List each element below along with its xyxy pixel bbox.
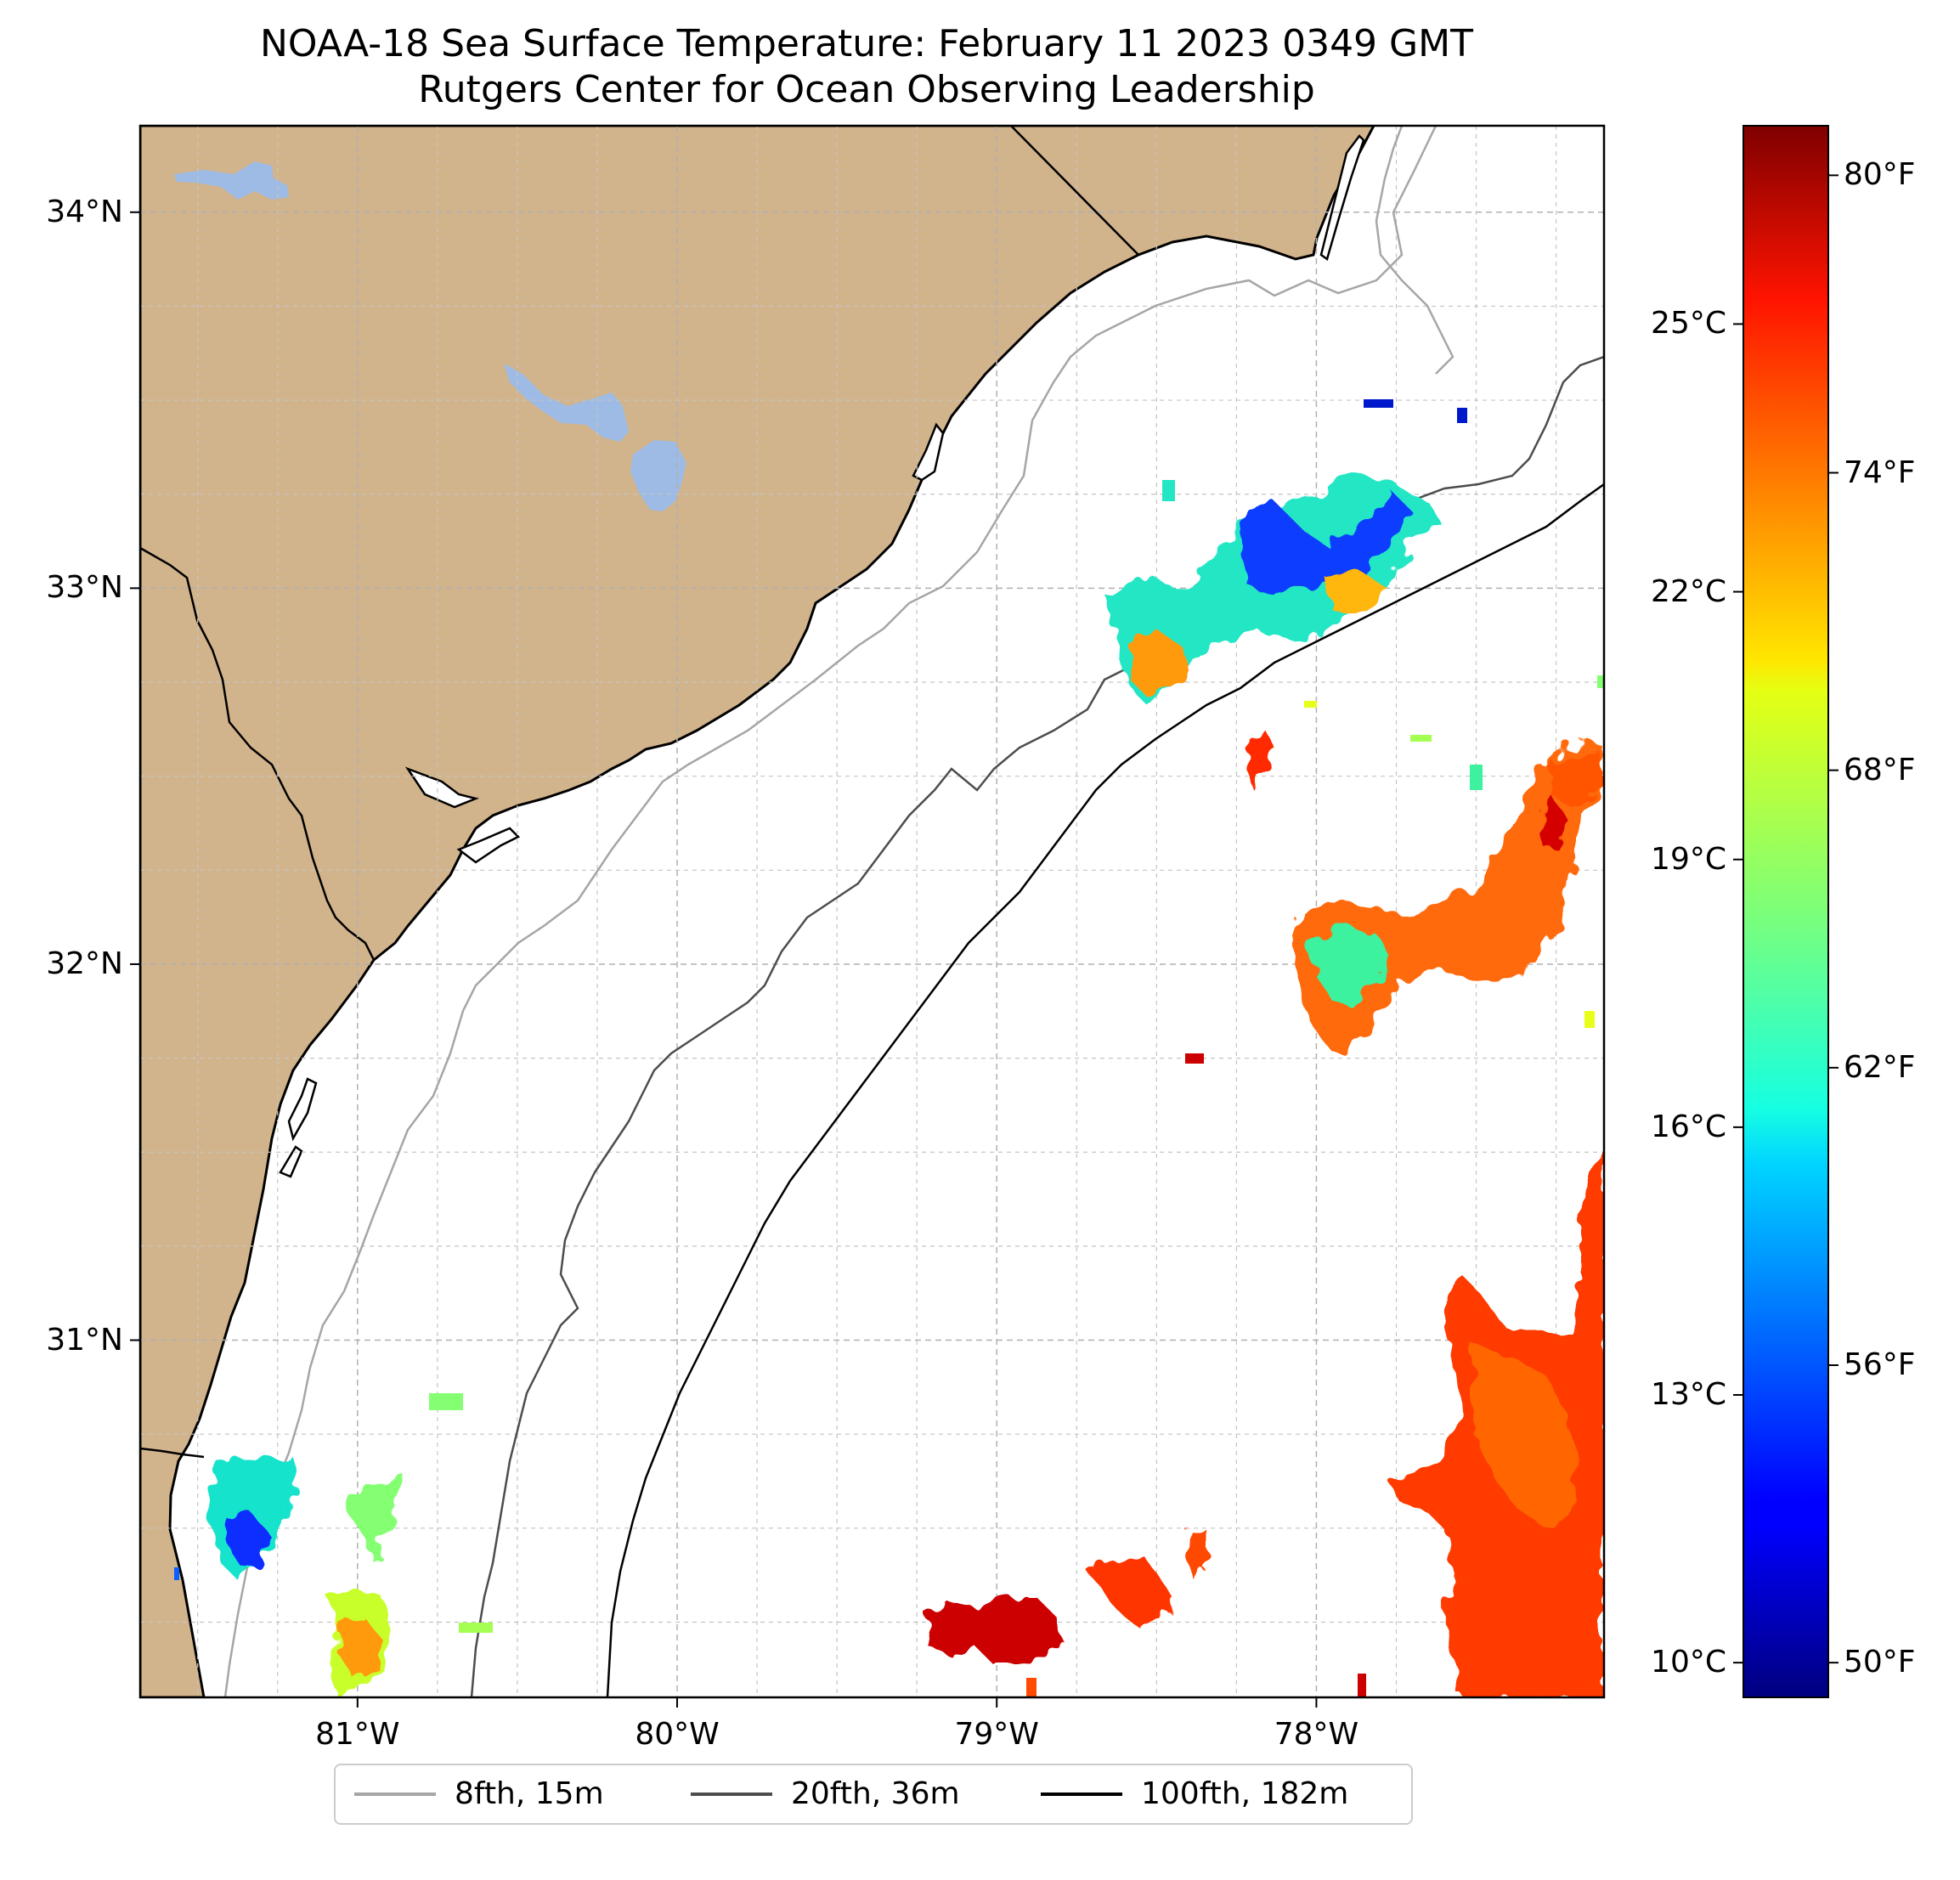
lat-tick-label: 31°N: [46, 1322, 123, 1358]
sst-pixel: [174, 1567, 179, 1580]
sst-pixel: [1410, 735, 1432, 742]
lon-tick-label: 81°W: [315, 1717, 400, 1752]
sst-patch-east-upper: [1546, 748, 1604, 807]
coastal-inlet: [1319, 134, 1365, 262]
legend-label-8fth: 8fth, 15m: [455, 1776, 604, 1811]
sst-pixel: [429, 1393, 463, 1410]
lat-tick-label: 33°N: [46, 570, 123, 606]
colorbar-c-label: 13°C: [1651, 1377, 1726, 1412]
colorbar-c-label: 22°C: [1651, 573, 1726, 609]
sst-patch-offshore-mid: [1247, 731, 1274, 790]
colorbar-c-label: 10°C: [1651, 1645, 1726, 1680]
sst-pixel: [1358, 1674, 1366, 1697]
sst-pixel: [459, 1623, 493, 1633]
lon-tick-label: 80°W: [635, 1717, 720, 1752]
legend-label-100fth: 100fth, 182m: [1141, 1776, 1349, 1811]
colorbar-f-label: 80°F: [1844, 157, 1916, 193]
sst-pixel: [1304, 701, 1317, 708]
sst-patch-nearshore-north-orange2: [1325, 569, 1385, 612]
state-border-line: [1010, 126, 1139, 256]
isobath-8fth-north: [1375, 126, 1454, 375]
colorbar-c-label: 25°C: [1651, 306, 1726, 342]
colorbar-f-label: 50°F: [1844, 1645, 1916, 1680]
chart-title-line1: NOAA-18 Sea Surface Temperature: Februar…: [260, 22, 1473, 65]
sst-patch-sw-orange: [340, 1618, 382, 1678]
lake-marion: [504, 364, 629, 442]
chart-title-line2: Rutgers Center for Ocean Observing Leade…: [418, 68, 1315, 111]
sst-pixel: [1470, 765, 1483, 790]
sst-patch-sw-blue: [229, 1516, 272, 1567]
isobath-8fth: [223, 126, 1438, 1697]
coastal-inlet: [287, 1077, 318, 1142]
sst-pixel: [1584, 1011, 1595, 1028]
legend-swatch-20fth: [691, 1792, 772, 1796]
sst-pixel: [1457, 408, 1467, 423]
colorbar-f-label: 56°F: [1844, 1346, 1916, 1382]
coastal-inlet: [912, 422, 945, 482]
colorbar-f-label: 74°F: [1844, 454, 1916, 490]
legend-label-20fth: 20fth, 36m: [791, 1776, 960, 1811]
land-area: [140, 126, 1375, 1697]
sst-patch-south-small: [1188, 1529, 1206, 1580]
colorbar-ticks: [1733, 174, 1839, 1664]
lake-wateree: [174, 161, 289, 200]
legend-item-20fth: 20fth, 36m: [691, 1765, 960, 1823]
colorbar-f-label: 62°F: [1844, 1049, 1916, 1085]
sst-patch-nearshore-north-blue: [1240, 493, 1410, 595]
sst-pixel: [1162, 480, 1175, 501]
lat-tick-label: 32°N: [46, 946, 123, 981]
coastal-inlet: [404, 766, 480, 809]
sst-patch-south-orange: [1087, 1555, 1172, 1631]
lake-moultrie: [630, 440, 686, 511]
colorbar-f-label: 68°F: [1844, 752, 1916, 788]
lat-tick-label: 34°N: [46, 194, 123, 229]
colorbar-c-label: 16°C: [1651, 1109, 1726, 1144]
coastal-inlet: [279, 1145, 303, 1178]
sst-patch-south-red: [926, 1597, 1062, 1665]
map-frame: [138, 124, 1606, 1699]
sst-patch-east-mid-red: [1538, 799, 1567, 850]
colorbar-frame: [1743, 125, 1829, 1698]
map-axis-ticks: [130, 211, 1318, 1708]
colorbar-c-label: 19°C: [1651, 841, 1726, 877]
sst-pixel: [1364, 399, 1393, 408]
lon-tick-label: 78°W: [1274, 1717, 1359, 1752]
sst-patch-sw-green: [348, 1470, 399, 1563]
sst-patch-nearshore-north-orange: [1130, 629, 1189, 697]
legend-item-100fth: 100fth, 182m: [1041, 1765, 1348, 1823]
sst-pixel: [1185, 1053, 1204, 1064]
legend-swatch-100fth: [1041, 1792, 1122, 1796]
colorbar: [1743, 126, 1828, 1697]
lon-tick-label: 79°W: [954, 1717, 1039, 1752]
isobath-legend: 8fth, 15m 20fth, 36m 100fth, 182m: [334, 1764, 1413, 1825]
isobath-100fth: [606, 483, 1604, 1697]
coastal-inlet: [456, 827, 521, 864]
altamaha-border: [140, 1447, 205, 1459]
legend-item-8fth: 8fth, 15m: [354, 1765, 604, 1823]
savannah-river-border: [140, 546, 376, 961]
sst-pixel: [1026, 1678, 1036, 1697]
sst-patch-east-mid-cool: [1308, 926, 1393, 1002]
sst-patch-gulfstream-warm: [1470, 1342, 1580, 1529]
sst-pixel: [1597, 675, 1604, 688]
legend-swatch-8fth: [354, 1792, 436, 1796]
sst-data-patches: [208, 476, 1604, 1697]
